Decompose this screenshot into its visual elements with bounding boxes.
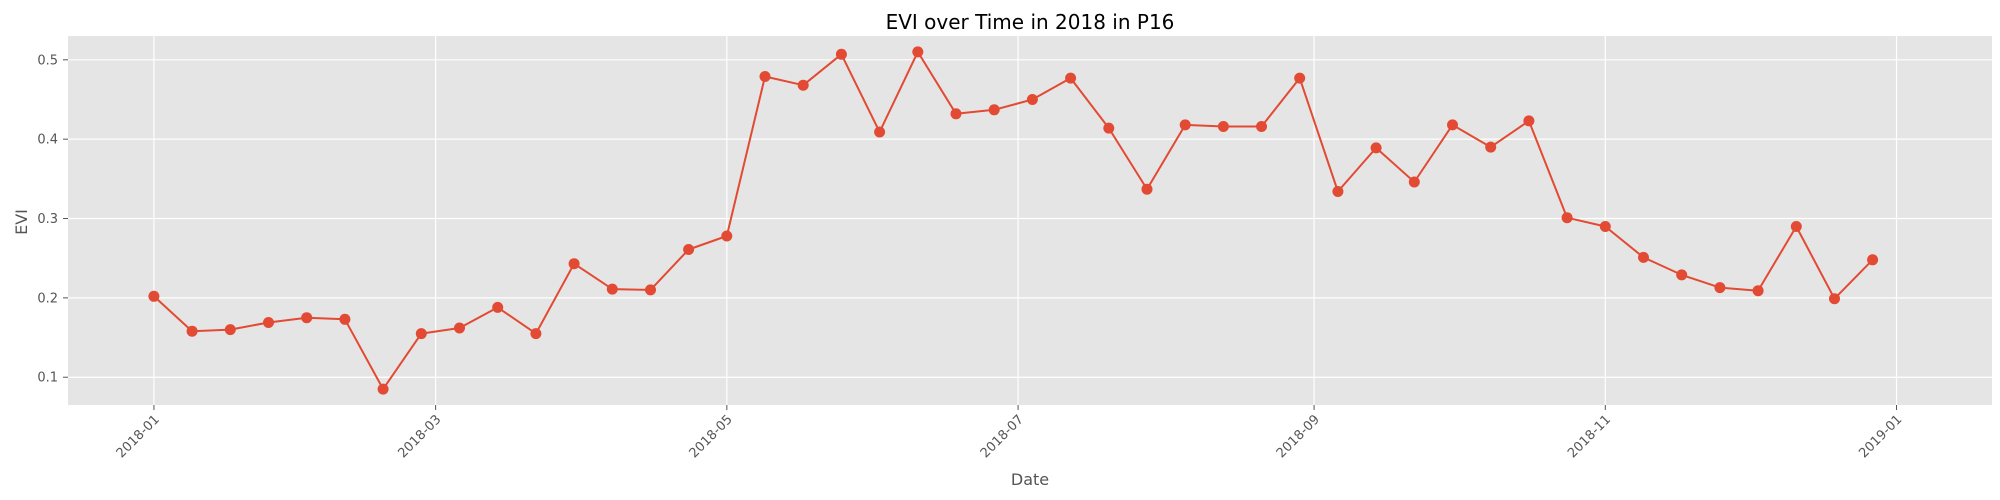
data-point <box>1447 119 1458 131</box>
data-point <box>606 283 618 295</box>
y-tick-label: 0.4 <box>37 133 58 148</box>
data-point <box>1179 119 1191 131</box>
data-point <box>1790 221 1802 232</box>
data-point <box>186 325 198 337</box>
data-point <box>530 328 542 340</box>
data-point <box>1714 282 1726 294</box>
data-point <box>759 71 771 82</box>
data-point <box>148 290 160 302</box>
data-point <box>1294 72 1306 84</box>
data-point <box>835 48 847 60</box>
data-point <box>1523 115 1535 127</box>
data-point <box>1026 94 1038 105</box>
chart-title: EVI over Time in 2018 in P16 <box>886 10 1175 34</box>
data-point <box>1065 72 1077 84</box>
plot-area <box>68 36 1992 405</box>
y-tick-label: 0.3 <box>37 212 58 227</box>
y-tick-label: 0.5 <box>37 53 58 68</box>
data-point <box>912 46 924 58</box>
x-tick-label: 2018-05 <box>687 412 736 461</box>
data-point <box>1103 122 1115 134</box>
data-point <box>263 317 274 328</box>
data-point <box>454 322 465 334</box>
data-point <box>1408 176 1420 188</box>
x-tick-label: 2018-01 <box>114 412 163 461</box>
series-line <box>153 50 1874 391</box>
data-point <box>1370 142 1382 154</box>
data-point <box>1867 254 1879 266</box>
x-tick-label: 2018-03 <box>395 412 444 461</box>
data-point <box>568 258 580 270</box>
x-tick-label: 2019-01 <box>1856 412 1905 461</box>
data-point <box>950 108 962 120</box>
data-point <box>645 284 656 296</box>
data-point <box>224 324 236 336</box>
data-point <box>797 79 809 91</box>
x-axis-label: Date <box>1011 470 1049 489</box>
data-point <box>874 126 886 138</box>
data-point <box>1676 269 1688 281</box>
data-point <box>721 230 733 242</box>
grid-lines <box>68 36 1992 405</box>
data-point <box>339 313 351 325</box>
data-point <box>1829 293 1840 305</box>
series-layer <box>148 46 1879 395</box>
data-point <box>377 383 389 395</box>
data-point <box>1638 251 1649 263</box>
data-point <box>1599 221 1611 232</box>
data-point <box>988 104 1000 116</box>
x-tick-label: 2018-09 <box>1274 412 1323 461</box>
y-tick-label: 0.1 <box>37 371 58 386</box>
data-point <box>492 301 504 313</box>
data-point <box>415 328 427 340</box>
x-tick-label: 2018-07 <box>978 412 1027 461</box>
data-point <box>301 312 313 324</box>
y-axis-label: EVI <box>12 209 31 235</box>
data-point <box>1752 285 1764 297</box>
data-point <box>1256 121 1267 132</box>
data-point <box>1485 141 1497 153</box>
data-point <box>1217 121 1229 132</box>
data-point <box>1141 183 1153 195</box>
x-tick-label: 2018-11 <box>1565 412 1614 461</box>
data-point <box>1332 186 1344 197</box>
data-point <box>1561 212 1573 224</box>
y-tick-label: 0.2 <box>37 291 58 306</box>
data-point <box>683 244 695 255</box>
